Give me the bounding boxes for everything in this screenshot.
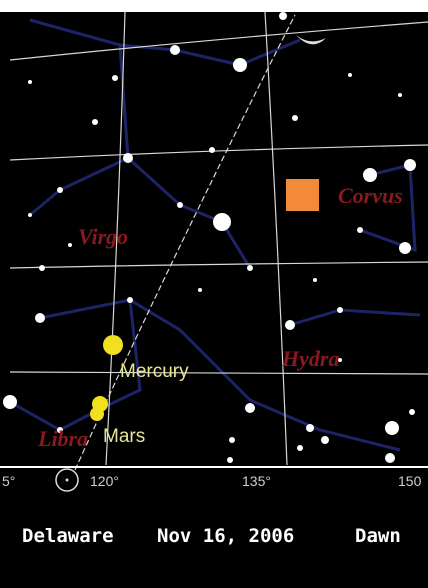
constellation-label: Virgo bbox=[78, 224, 128, 249]
ra-label: 150 bbox=[398, 473, 422, 489]
background bbox=[0, 12, 428, 588]
constellation-label: Libra bbox=[37, 426, 88, 451]
caption-location: Delaware bbox=[22, 525, 114, 547]
caption-date: Nov 16, 2006 bbox=[157, 525, 294, 547]
stars bbox=[3, 12, 416, 463]
planet-label: Mercury bbox=[120, 361, 189, 382]
ra-label: 5° bbox=[2, 473, 15, 489]
ra-label: 120° bbox=[90, 473, 119, 489]
zenith-symbol bbox=[65, 478, 69, 482]
caption-time: Dawn bbox=[355, 525, 401, 547]
mars-dot bbox=[90, 407, 104, 421]
constellation-label: Corvus bbox=[338, 183, 403, 208]
zenith-symbol bbox=[55, 468, 79, 492]
moon bbox=[296, 35, 326, 45]
mercury-dot bbox=[103, 335, 123, 355]
planet-label: Mars bbox=[103, 426, 145, 447]
corvus-marker bbox=[286, 179, 319, 211]
ra-label: 135° bbox=[242, 473, 271, 489]
constellation-label: Hydra bbox=[281, 346, 339, 371]
